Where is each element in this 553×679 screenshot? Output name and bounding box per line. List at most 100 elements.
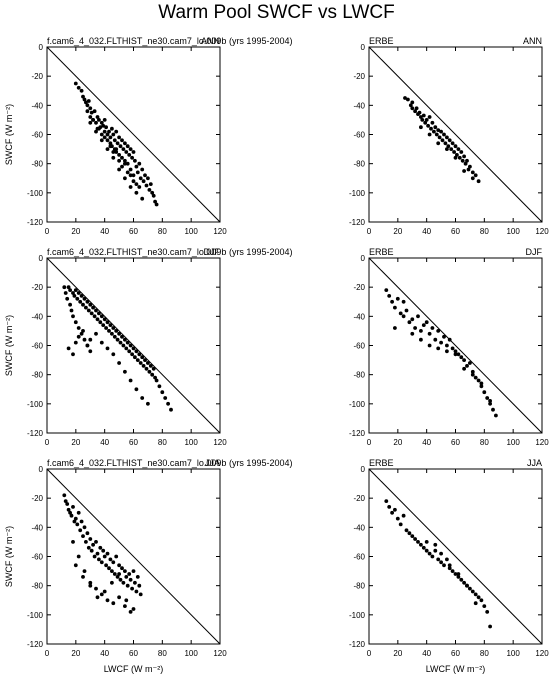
x-tick-label: 100: [184, 227, 198, 236]
data-point: [416, 540, 420, 544]
data-point: [85, 343, 90, 348]
data-point: [413, 326, 417, 330]
data-point: [88, 537, 93, 541]
data-point: [105, 147, 110, 152]
y-tick-label: -60: [31, 342, 43, 351]
x-tick-label: 40: [100, 649, 109, 658]
data-point: [137, 352, 142, 357]
data-point: [137, 185, 142, 189]
data-point: [387, 294, 392, 298]
y-tick-label: -120: [27, 429, 44, 438]
y-tick-label: -40: [31, 523, 43, 532]
x-tick-label: 120: [213, 438, 227, 447]
data-point: [117, 167, 121, 172]
data-point: [141, 364, 146, 368]
data-point: [123, 141, 127, 146]
data-point: [445, 557, 449, 562]
data-point: [436, 329, 441, 333]
data-point: [131, 607, 136, 611]
data-point: [108, 144, 113, 149]
data-point: [445, 147, 449, 152]
data-point: [82, 296, 87, 301]
y-tick-label: 0: [39, 254, 44, 263]
data-point: [459, 150, 464, 154]
data-point: [128, 343, 133, 348]
data-point: [82, 97, 87, 102]
x-axis-label: LWCF (W m⁻²): [426, 664, 486, 674]
data-point: [456, 352, 461, 357]
data-point: [414, 106, 419, 111]
data-point: [127, 349, 132, 354]
data-point: [419, 542, 423, 547]
panel-right-label: DJF: [526, 247, 543, 257]
data-point: [445, 135, 449, 140]
data-point: [127, 153, 132, 157]
y-tick-label: -80: [31, 582, 43, 591]
data-point: [138, 592, 143, 597]
data-point: [401, 314, 406, 319]
data-point: [102, 135, 107, 140]
panel-right-label: DJF: [204, 247, 221, 257]
data-point: [98, 320, 103, 325]
data-point: [63, 291, 68, 295]
data-point: [410, 317, 415, 322]
data-point: [84, 100, 88, 105]
data-point: [447, 138, 452, 143]
data-point: [135, 170, 140, 175]
data-point: [79, 331, 84, 336]
data-point: [128, 185, 133, 189]
x-tick-label: 60: [451, 649, 460, 658]
data-point: [104, 326, 108, 330]
data-point: [141, 179, 146, 184]
data-point: [99, 120, 104, 125]
data-point: [452, 150, 456, 154]
data-point: [138, 361, 143, 365]
data-point: [105, 346, 110, 351]
y-tick-label: -40: [353, 312, 365, 321]
data-point: [79, 88, 84, 93]
data-point: [134, 182, 139, 187]
data-point: [146, 361, 150, 365]
x-tick-label: 20: [71, 649, 80, 658]
data-point: [97, 118, 101, 122]
data-point: [99, 138, 104, 143]
data-point: [468, 361, 472, 365]
data-point: [114, 329, 119, 333]
data-point: [66, 346, 71, 351]
data-point: [68, 288, 72, 292]
x-tick-label: 60: [451, 438, 460, 447]
data-point: [105, 320, 110, 325]
data-point: [117, 153, 121, 157]
data-point: [104, 563, 108, 568]
data-point: [413, 109, 417, 114]
y-tick-label: -120: [349, 429, 366, 438]
y-tick-label: 0: [39, 43, 44, 52]
data-point: [101, 123, 106, 128]
y-tick-label: -120: [27, 640, 44, 649]
data-point: [82, 525, 87, 530]
data-point: [138, 176, 143, 181]
y-tick-label: -100: [27, 400, 44, 409]
x-tick-label: 20: [393, 649, 402, 658]
data-point: [133, 580, 137, 585]
data-point: [436, 557, 441, 562]
x-tick-label: 120: [213, 227, 227, 236]
data-point: [94, 331, 98, 336]
data-point: [442, 132, 446, 137]
data-point: [117, 361, 121, 365]
data-point: [88, 337, 93, 342]
data-point: [137, 583, 142, 588]
panel-right-label: ANN: [523, 36, 542, 46]
data-point: [99, 340, 104, 345]
data-point: [423, 120, 428, 125]
data-point: [81, 94, 85, 99]
data-point: [89, 548, 94, 553]
data-point: [88, 580, 93, 585]
data-point: [410, 100, 415, 105]
data-point: [108, 557, 113, 562]
data-point: [107, 566, 111, 571]
x-tick-label: 20: [71, 438, 80, 447]
data-point: [151, 193, 156, 198]
y-tick-label: -60: [31, 553, 43, 562]
data-point: [403, 96, 407, 100]
